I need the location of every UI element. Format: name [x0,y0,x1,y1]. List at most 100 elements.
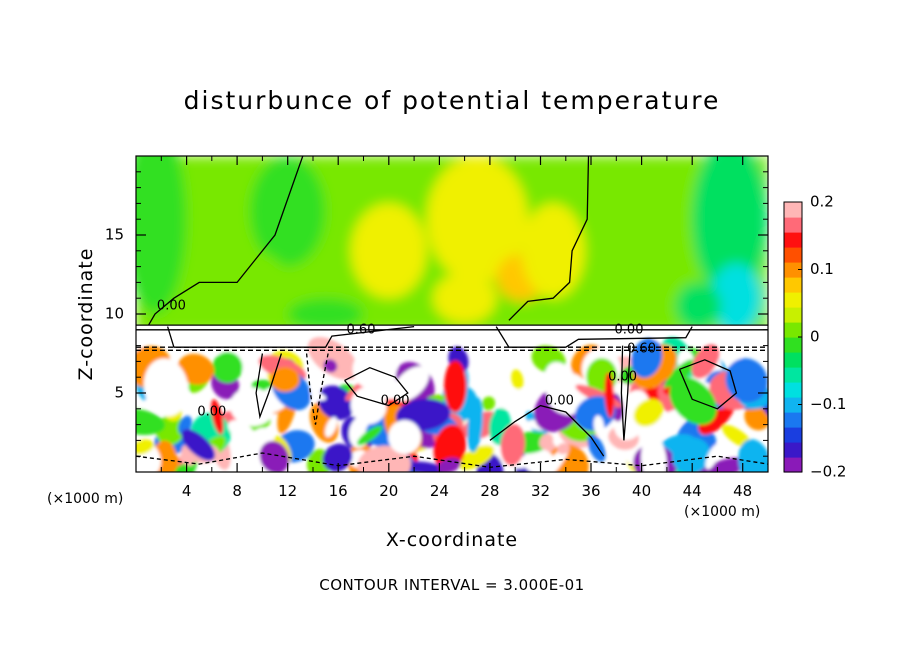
x-tick-label: 36 [581,482,600,500]
contour-line [620,345,631,441]
contour-line [495,326,693,348]
turbulence-cell [500,424,526,466]
turbulence-cell [593,415,605,437]
colorbar-swatch [784,442,802,458]
turbulence-cell [356,425,383,446]
x-tick-label: 8 [232,482,242,500]
turbulence-cell [143,358,189,417]
upper-field-cell [675,282,722,330]
contour-label: 0.00 [615,322,644,337]
colorbar-swatch [784,202,802,218]
colorbar-swatch [784,217,802,233]
turbulence-cell [511,369,524,390]
upper-field-cell [249,156,326,267]
colorbar-swatch [784,277,802,293]
turbulence-cell [392,366,430,402]
turbulence-cell [557,443,570,455]
turbulence-cell [738,439,768,472]
colorbar-swatch [784,397,802,413]
contour-label: 0.60 [627,341,656,356]
y-tick-label: 15 [105,226,124,244]
turbulence-cell [181,429,216,461]
upper-field [136,156,768,333]
y-tick-label: 10 [105,305,124,323]
plot-area: 0.00 0.60 0.00 0.60 0.00 0.00 0.00 0.00 [136,156,768,472]
x-tick-label: 48 [733,482,752,500]
contour-lines: 0.00 0.60 0.00 0.60 0.00 0.00 0.00 0.00 [136,156,768,468]
contour-line [489,404,605,457]
contour-interval-note: CONTOUR INTERVAL = 3.000E-01 [319,576,585,594]
turbulence-cell [641,434,667,472]
colorbar-swatch [784,307,802,323]
upper-field-cell [521,203,585,299]
turbulence-cell [695,457,748,472]
colorbar-swatch [784,337,802,353]
colorbar-tick-label: −0.2 [810,463,846,481]
upper-field-cell [287,298,364,330]
x-axis-title: X-coordinate [386,529,518,551]
colorbar-swatch [784,292,802,308]
colorbar-tick-label: 0.1 [810,260,834,278]
contour-line [508,156,590,321]
turbulence-cell [691,344,720,379]
turbulence-cell [324,416,338,438]
turbulence-cell [388,420,422,455]
turbulence-cell [587,434,606,462]
y-tick-label: 5 [114,384,124,402]
y-axis: 5 10 15 [105,171,768,457]
x-tick-label: 16 [329,482,348,500]
turbulence-cell [481,396,496,411]
contour-label: 0.00 [381,393,410,408]
turbulence-cell [539,433,554,450]
contour-label: 0.00 [608,370,637,385]
contour-line [148,156,304,326]
upper-field-cell [692,156,768,299]
colorbar: 0.2 0.1 0 −0.1 −0.2 [783,193,846,481]
turbulence-cell [633,398,664,427]
turbulence-cell [317,385,355,420]
colorbar-swatch [784,367,802,383]
x-tick-label: 28 [480,482,499,500]
upper-field-cell [433,272,497,324]
upper-field-cell [136,156,187,314]
colorbar-swatch [784,322,802,338]
turbulence-cell [350,386,387,425]
contour-line [678,359,738,410]
turbulence-cell [437,457,461,472]
turbulence-cell [544,362,582,416]
contour-label: 0.00 [545,393,574,408]
turbulence-cell [259,440,290,472]
contour-line [305,353,329,425]
upper-field-cell [426,156,528,283]
contour-line [255,353,283,420]
colorbar-swatch [784,232,802,248]
contour-line [136,452,768,468]
colorbar-tick-label: 0.2 [810,193,834,211]
colorbar-swatch [784,427,802,443]
upper-field-cell [350,203,427,299]
colorbar-swatch [784,412,802,428]
turbulence-cell [352,346,395,389]
contour-line [344,366,409,407]
turbulence-cell [669,377,717,425]
x-axis: 4 8 12 16 20 24 28 32 36 40 44 48 [160,156,752,500]
turbulence-cell [671,437,711,472]
chart-title: disturbunce of potential temperature [183,86,721,115]
x-tick-label: 44 [683,482,702,500]
turbulence-cell [177,353,215,385]
turbulence-cell [639,407,690,442]
contour-label: 0.00 [197,405,226,420]
turbulence-cell [229,387,275,427]
x-tick-label: 4 [182,482,192,500]
colorbar-swatch [784,457,802,473]
upper-field-cell [711,263,762,333]
y-axis-title: Z-coordinate [75,248,97,381]
turbulence-cell [458,445,495,470]
upper-field-cell [616,203,693,299]
upper-field-cell [211,250,288,314]
colorbar-swatch [784,247,802,263]
colorbar-tick-label: −0.1 [810,395,846,413]
turbulence-cell [270,367,300,392]
turbulence-cell [136,408,165,436]
